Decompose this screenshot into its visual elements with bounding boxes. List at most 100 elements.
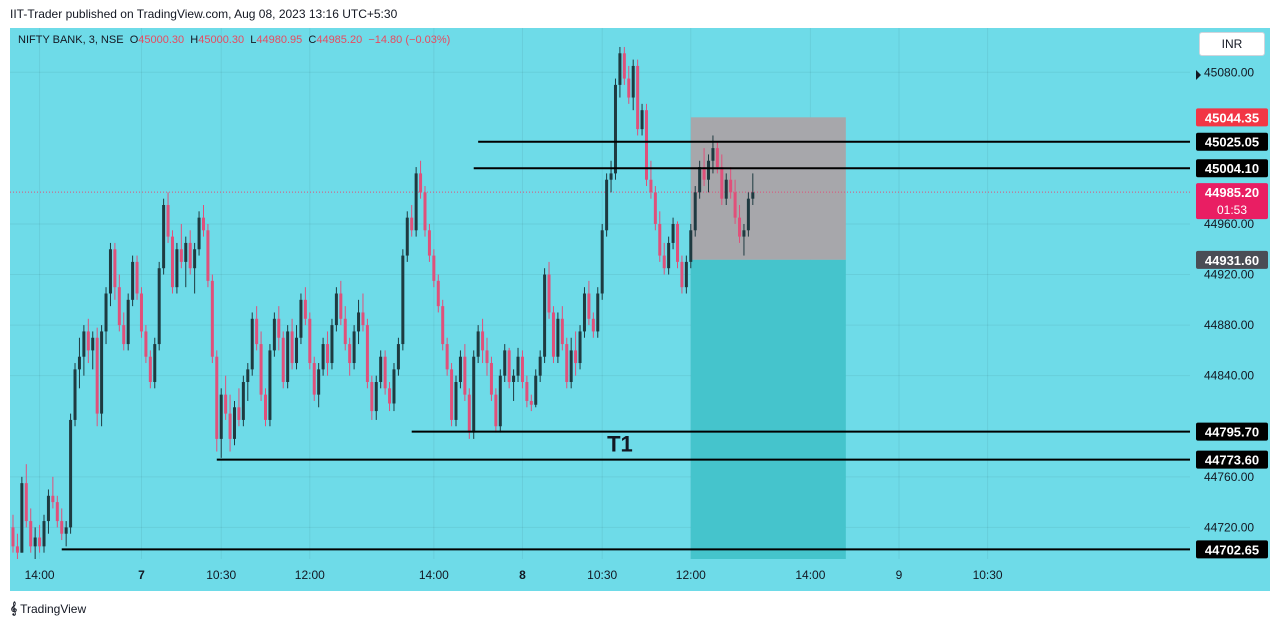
candle-body: [357, 312, 361, 332]
candle-body: [441, 306, 445, 345]
legend-low: 44980.95: [256, 34, 303, 46]
candle-body: [91, 337, 95, 351]
candle-body: [365, 325, 369, 382]
x-tick-label: 14:00: [419, 568, 449, 582]
candle-body: [454, 382, 458, 420]
x-tick-label: 10:30: [206, 568, 236, 582]
level-price-label: 45004.10: [1205, 161, 1259, 176]
candle-body: [733, 192, 737, 218]
candle-body: [392, 369, 396, 404]
candle-body: [551, 312, 555, 357]
footer-brand[interactable]: 𝄞 TradingView: [10, 601, 86, 616]
level-price-label: 44702.65: [1205, 542, 1259, 557]
candle-body: [126, 299, 130, 345]
candle-body: [108, 249, 112, 294]
currency-button[interactable]: INR: [1199, 32, 1265, 56]
candle-body: [255, 318, 259, 345]
candle-body: [667, 242, 671, 269]
candle-body: [64, 527, 68, 534]
candle-body: [520, 356, 524, 382]
candle-body: [649, 179, 653, 193]
candle-body: [210, 280, 214, 357]
candle-body: [653, 192, 657, 224]
level-price-label: 45025.05: [1205, 135, 1259, 150]
candle-body: [374, 382, 378, 412]
candle-body: [51, 495, 55, 503]
candle-body: [139, 293, 143, 332]
legend-open: 45000.30: [138, 34, 185, 46]
candle-body: [82, 331, 86, 357]
x-tick-label: 8: [519, 568, 526, 582]
price-tag-countdown: 01:53: [1217, 203, 1247, 217]
candle-body: [15, 546, 19, 553]
level-price-label: 44773.60: [1205, 453, 1259, 468]
level-price-label: 44795.70: [1205, 425, 1259, 440]
candle-body: [69, 419, 73, 528]
candle-body: [201, 217, 205, 231]
candle-body: [157, 268, 161, 345]
legend-close-label: C: [308, 34, 317, 46]
candle-body: [636, 65, 640, 130]
candle-body: [693, 192, 697, 231]
legend-change: −14.80 (−0.03%): [368, 34, 451, 46]
chart-pane[interactable]: T1 45080.00 44960.00 44920.00 44880.00 44840.…: [10, 28, 1270, 591]
candle-body: [135, 261, 139, 294]
price-tag-pink: [1196, 183, 1268, 220]
candle-body: [503, 350, 507, 376]
level-price-tag: [1196, 450, 1268, 469]
candle-body: [587, 293, 591, 319]
x-tick-label: 10:30: [973, 568, 1003, 582]
candle-body: [707, 160, 711, 180]
candle-body: [658, 223, 662, 256]
x-tick-label: 14:00: [795, 568, 825, 582]
candle-body: [388, 388, 392, 404]
price-tag-label: 44931.60: [1205, 253, 1259, 268]
y-tick-label: 45080.00: [1204, 65, 1254, 79]
candle-body: [485, 350, 489, 364]
candle-body: [286, 331, 290, 382]
candle-body: [565, 344, 569, 382]
publish-caption: IIT-Trader published on TradingView.com,…: [10, 7, 398, 21]
candle-body: [738, 217, 742, 237]
candle-body: [303, 299, 307, 319]
candle-body: [605, 179, 609, 231]
candle-body: [179, 249, 183, 262]
candle-body: [148, 356, 152, 382]
candle-body: [95, 337, 99, 414]
candle-body: [153, 344, 157, 382]
candle-body: [219, 394, 223, 439]
candle-body: [175, 249, 179, 288]
candle-body: [516, 356, 520, 376]
y-tick-label: 44880.00: [1204, 318, 1254, 332]
candle-body: [197, 217, 201, 250]
candle-body: [458, 356, 462, 382]
level-price-tag: [1196, 159, 1268, 178]
price-tag-label: 44985.20: [1205, 185, 1259, 200]
candle-body: [432, 255, 436, 281]
candle-body: [534, 375, 538, 405]
candle-body: [671, 223, 675, 243]
candlestick-chart[interactable]: T1 45080.00 44960.00 44920.00 44880.00 44840.…: [10, 28, 1270, 591]
candle-body: [104, 293, 108, 332]
candle-body: [423, 192, 427, 231]
tradingview-logo-icon: 𝄞: [10, 601, 17, 615]
candle-body: [343, 318, 347, 345]
legend-high-label: H: [190, 34, 199, 46]
candle-body: [578, 331, 582, 364]
candle-body: [113, 249, 117, 288]
candle-body: [188, 242, 192, 269]
candle-body: [370, 382, 374, 412]
candle-body: [711, 148, 715, 161]
candle-body: [622, 53, 626, 79]
candle-body: [308, 318, 312, 364]
candle-body: [481, 331, 485, 351]
y-tick-label: 44840.00: [1204, 369, 1254, 383]
candle-body: [507, 350, 511, 382]
candle-body: [73, 369, 77, 420]
candle-body: [609, 173, 613, 180]
candle-body: [193, 249, 197, 269]
candle-body: [494, 394, 498, 427]
candle-body: [600, 230, 604, 294]
candle-body: [348, 344, 352, 364]
x-tick-label: 9: [896, 568, 903, 582]
